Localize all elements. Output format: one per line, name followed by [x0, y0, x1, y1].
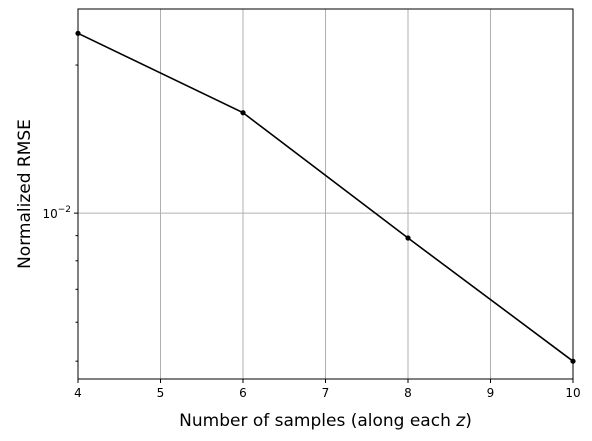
- data-point: [240, 110, 246, 116]
- grid: [77, 9, 574, 379]
- y-tick-label: 10−2: [42, 205, 71, 221]
- series-line: [77, 32, 574, 362]
- ticks: 4 5 6 7 8 9 10 10−2: [42, 64, 581, 400]
- x-tick-label: 4: [74, 386, 82, 400]
- y-axis-label: Normalized RMSE: [15, 119, 35, 269]
- data-point: [405, 235, 411, 241]
- x-tick-label: 8: [404, 386, 412, 400]
- x-tick-label: 6: [239, 386, 247, 400]
- x-tick-label: 10: [565, 386, 580, 400]
- x-tick-label: 9: [487, 386, 495, 400]
- x-tick-label: 7: [322, 386, 330, 400]
- x-axis-label: Number of samples (along each z): [179, 411, 472, 431]
- series-layer: [75, 30, 576, 364]
- x-tick-label: 5: [157, 386, 165, 400]
